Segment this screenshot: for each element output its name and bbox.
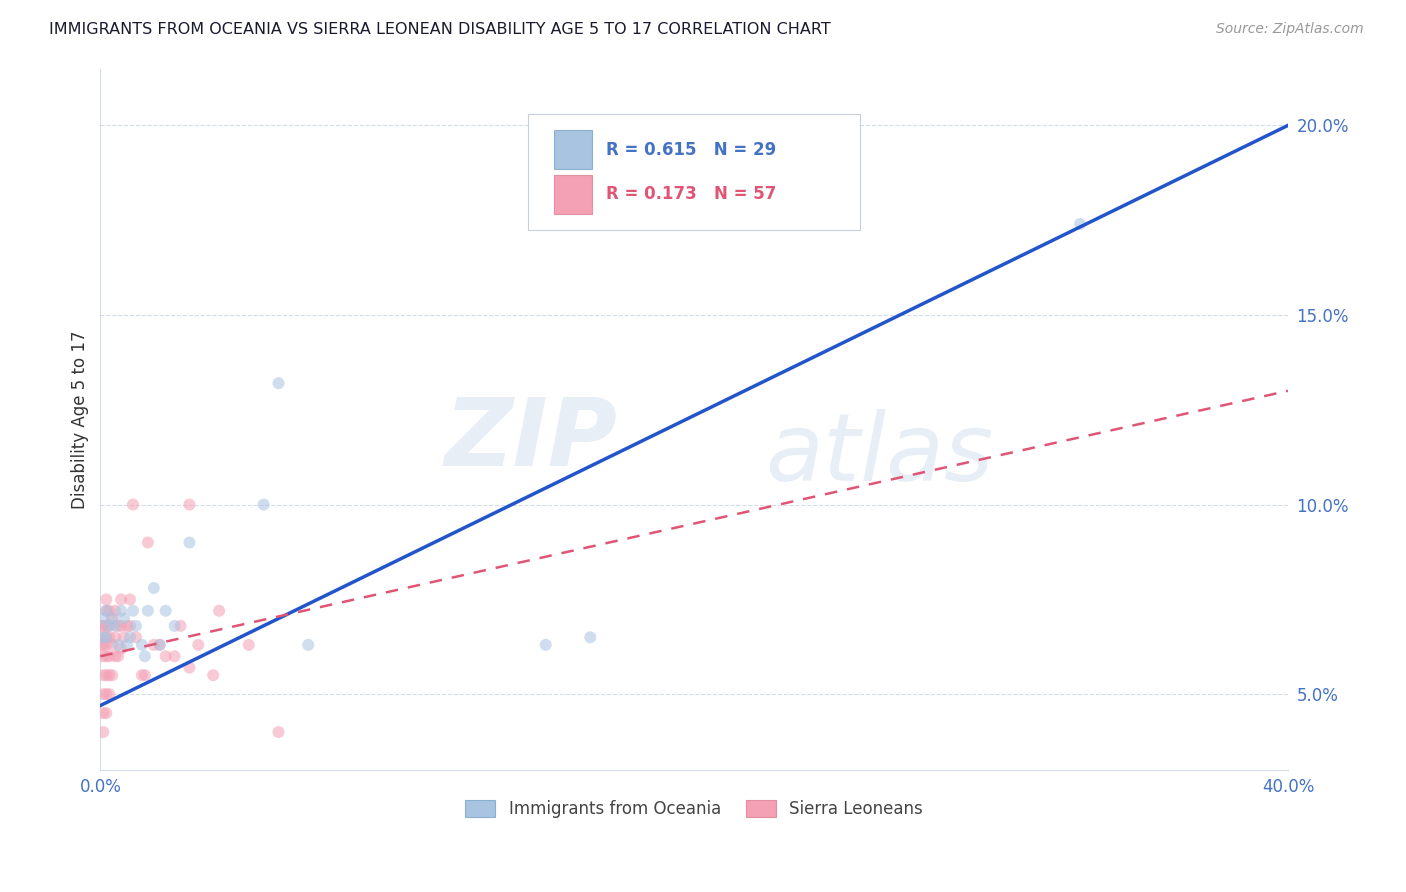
Point <box>104 604 127 618</box>
Y-axis label: Disability Age 5 to 17: Disability Age 5 to 17 <box>72 330 89 508</box>
Point <box>136 604 159 618</box>
Point <box>107 649 129 664</box>
Point <box>107 619 129 633</box>
Point <box>118 619 141 633</box>
Point <box>187 638 209 652</box>
Point <box>131 668 153 682</box>
Point <box>112 611 135 625</box>
Point <box>115 619 138 633</box>
FancyBboxPatch shape <box>554 130 592 169</box>
Point <box>142 581 165 595</box>
Point <box>110 592 132 607</box>
Point <box>101 611 124 625</box>
Text: R = 0.173   N = 57: R = 0.173 N = 57 <box>606 186 776 203</box>
Point <box>579 630 602 644</box>
Text: IMMIGRANTS FROM OCEANIA VS SIERRA LEONEAN DISABILITY AGE 5 TO 17 CORRELATION CHA: IMMIGRANTS FROM OCEANIA VS SIERRA LEONEA… <box>49 22 831 37</box>
Point <box>202 668 225 682</box>
Point <box>96 649 118 664</box>
Point <box>134 649 156 664</box>
Point <box>534 638 557 652</box>
Point <box>267 376 290 391</box>
Point <box>115 638 138 652</box>
Point <box>91 649 114 664</box>
Point <box>550 168 572 182</box>
Point <box>169 619 191 633</box>
Point <box>208 604 231 618</box>
Point <box>136 535 159 549</box>
Text: Source: ZipAtlas.com: Source: ZipAtlas.com <box>1216 22 1364 37</box>
Point <box>91 638 114 652</box>
Point <box>107 638 129 652</box>
Text: R = 0.615   N = 29: R = 0.615 N = 29 <box>606 141 776 159</box>
Point <box>91 725 114 739</box>
Point <box>122 604 145 618</box>
Point <box>96 668 118 682</box>
Point <box>91 619 114 633</box>
Point <box>101 611 124 625</box>
Point <box>125 619 148 633</box>
Point <box>98 604 121 618</box>
Point <box>96 619 118 633</box>
Point <box>112 630 135 644</box>
Point <box>91 668 114 682</box>
Text: ZIP: ZIP <box>444 394 617 486</box>
Point <box>104 619 127 633</box>
Point <box>91 630 114 644</box>
Point <box>96 630 118 644</box>
Point <box>96 604 118 618</box>
Point <box>122 498 145 512</box>
Point <box>267 725 290 739</box>
Point <box>96 638 118 652</box>
Point <box>98 649 121 664</box>
FancyBboxPatch shape <box>527 114 860 230</box>
FancyBboxPatch shape <box>554 175 592 214</box>
Point <box>179 535 201 549</box>
Point <box>142 638 165 652</box>
Point <box>253 498 276 512</box>
Point <box>163 649 186 664</box>
Point <box>179 660 201 674</box>
Point <box>98 687 121 701</box>
Point <box>96 592 118 607</box>
Point <box>101 668 124 682</box>
Point <box>149 638 172 652</box>
Point <box>91 630 114 644</box>
Point <box>104 630 127 644</box>
Point <box>155 649 177 664</box>
Point <box>155 604 177 618</box>
Point <box>98 630 121 644</box>
Point <box>90 619 112 633</box>
Point <box>104 649 127 664</box>
Point <box>96 604 118 618</box>
Point <box>118 630 141 644</box>
Text: atlas: atlas <box>765 409 994 500</box>
Point <box>90 638 112 652</box>
Point <box>163 619 186 633</box>
Legend: Immigrants from Oceania, Sierra Leoneans: Immigrants from Oceania, Sierra Leoneans <box>458 793 929 825</box>
Point <box>91 687 114 701</box>
Point <box>96 630 118 644</box>
Point <box>91 706 114 720</box>
Point <box>98 668 121 682</box>
Point <box>118 592 141 607</box>
Point <box>101 638 124 652</box>
Point <box>96 706 118 720</box>
Point <box>131 638 153 652</box>
Point <box>179 498 201 512</box>
Point <box>98 619 121 633</box>
Point <box>1069 217 1091 231</box>
Point <box>110 641 132 656</box>
Point <box>297 638 319 652</box>
Point <box>134 668 156 682</box>
Point <box>238 638 260 652</box>
Point <box>96 687 118 701</box>
Point <box>149 638 172 652</box>
Point <box>91 611 114 625</box>
Point <box>110 619 132 633</box>
Point <box>125 630 148 644</box>
Point <box>110 604 132 618</box>
Point <box>98 619 121 633</box>
